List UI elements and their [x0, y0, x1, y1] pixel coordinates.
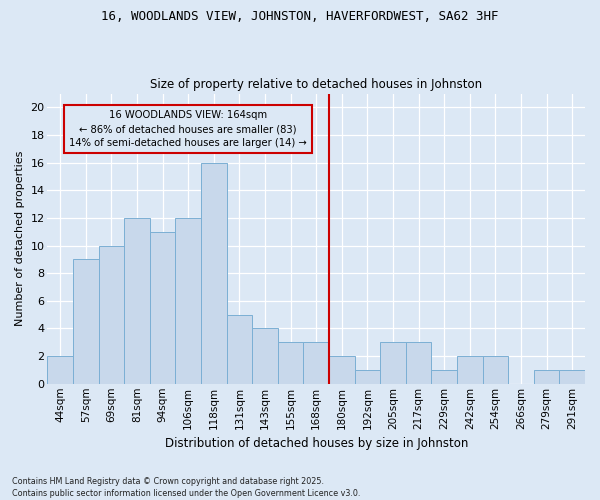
Bar: [534, 370, 559, 384]
Bar: [304, 342, 329, 384]
Bar: [278, 342, 304, 384]
Bar: [457, 356, 482, 384]
Bar: [406, 342, 431, 384]
Text: 16, WOODLANDS VIEW, JOHNSTON, HAVERFORDWEST, SA62 3HF: 16, WOODLANDS VIEW, JOHNSTON, HAVERFORDW…: [101, 10, 499, 23]
Bar: [559, 370, 585, 384]
Bar: [227, 314, 252, 384]
Title: Size of property relative to detached houses in Johnston: Size of property relative to detached ho…: [150, 78, 482, 91]
Bar: [380, 342, 406, 384]
Bar: [431, 370, 457, 384]
X-axis label: Distribution of detached houses by size in Johnston: Distribution of detached houses by size …: [164, 437, 468, 450]
Bar: [355, 370, 380, 384]
Bar: [124, 218, 150, 384]
Bar: [482, 356, 508, 384]
Bar: [98, 246, 124, 384]
Bar: [175, 218, 201, 384]
Bar: [201, 162, 227, 384]
Y-axis label: Number of detached properties: Number of detached properties: [15, 151, 25, 326]
Bar: [252, 328, 278, 384]
Text: 16 WOODLANDS VIEW: 164sqm
← 86% of detached houses are smaller (83)
14% of semi-: 16 WOODLANDS VIEW: 164sqm ← 86% of detac…: [70, 110, 307, 148]
Text: Contains HM Land Registry data © Crown copyright and database right 2025.
Contai: Contains HM Land Registry data © Crown c…: [12, 476, 361, 498]
Bar: [150, 232, 175, 384]
Bar: [329, 356, 355, 384]
Bar: [47, 356, 73, 384]
Bar: [73, 260, 98, 384]
